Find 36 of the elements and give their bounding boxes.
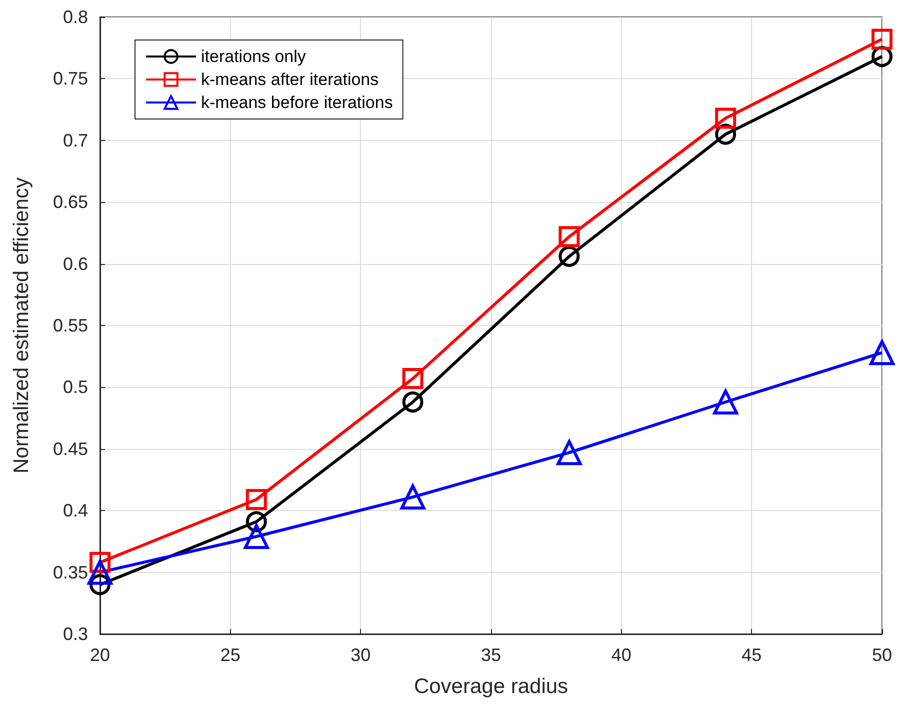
y-tick-label: 0.55 xyxy=(52,316,88,336)
point xyxy=(556,440,582,466)
y-axis-title: Normalized estimated efficiency xyxy=(10,176,33,474)
x-tick-label: 35 xyxy=(480,645,502,665)
point xyxy=(402,392,424,413)
x-tick-label: 50 xyxy=(872,645,892,665)
point xyxy=(558,246,580,267)
y-tick-label: 0.35 xyxy=(52,562,88,582)
x-tick-label: 20 xyxy=(90,645,110,665)
y-tick-label: 0.6 xyxy=(62,254,88,274)
legend-label: k-means after iterations xyxy=(201,70,379,89)
y-tick-label: 0.45 xyxy=(52,438,88,459)
point xyxy=(715,108,736,129)
x-tick-label: 40 xyxy=(611,645,632,665)
point xyxy=(872,28,892,50)
legend-label: iterations only xyxy=(201,47,306,66)
y-tick-label: 0.7 xyxy=(62,130,88,150)
x-tick-label: 30 xyxy=(350,645,371,665)
y-tick-label: 0.8 xyxy=(62,7,88,27)
y-tick-label: 0.65 xyxy=(52,192,88,212)
x-tick-label: 45 xyxy=(742,645,762,665)
point xyxy=(870,340,894,366)
x-axis-title: Coverage radius xyxy=(414,675,568,698)
point xyxy=(244,524,269,550)
point xyxy=(88,560,112,585)
y-tick-label: 0.75 xyxy=(52,68,88,89)
point xyxy=(246,488,267,510)
y-tick-label: 0.5 xyxy=(62,377,88,398)
point xyxy=(400,484,426,510)
point xyxy=(402,368,424,390)
point xyxy=(713,390,738,415)
y-tick-label: 0.4 xyxy=(62,500,88,521)
point xyxy=(558,226,580,248)
y-tick-label: 0.3 xyxy=(62,624,88,644)
legend-label: k-means before iterations xyxy=(201,93,393,112)
x-tick-label: 25 xyxy=(220,645,240,665)
